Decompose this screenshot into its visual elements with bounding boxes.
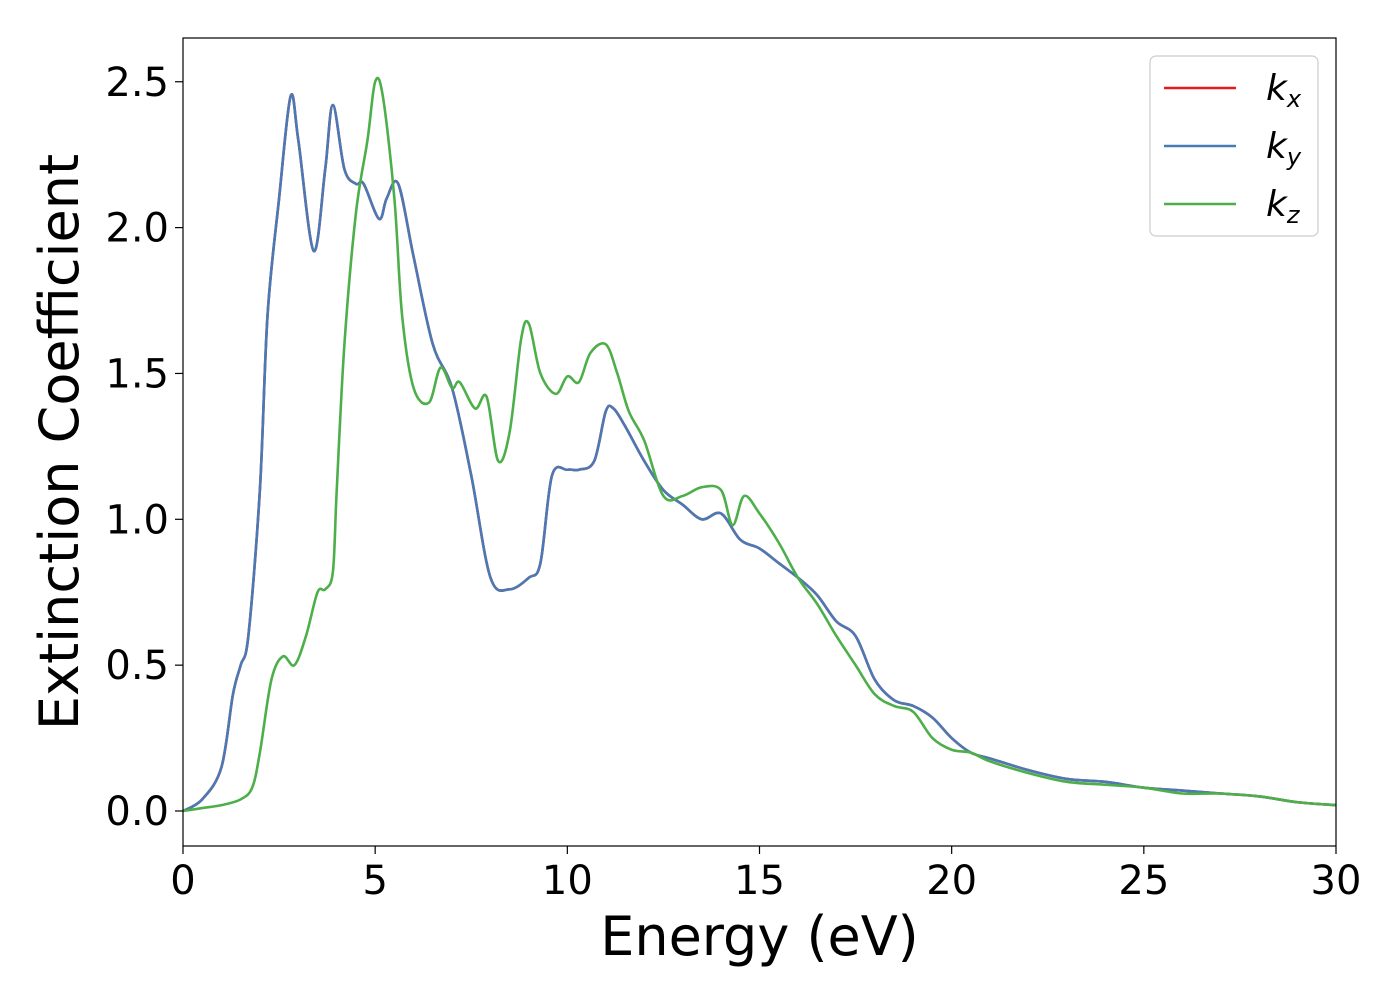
y-axis-title: Extinction Coefficient (28, 154, 91, 730)
legend-label-kx: kx (1266, 68, 1302, 113)
x-tick-label: 30 (1311, 858, 1362, 904)
y-tick-label: 1.0 (105, 497, 169, 543)
y-axis: 0.0 0.5 1.0 1.5 2.0 2.5 (105, 60, 183, 835)
series-line-ky (183, 93, 1336, 813)
legend-label-ky: ky (1266, 126, 1302, 171)
x-axis: 0 5 10 15 20 25 30 (170, 846, 1361, 904)
x-tick-label: 5 (362, 858, 387, 904)
y-tick-label: 0.5 (105, 643, 169, 689)
y-tick-label: 0.0 (105, 789, 169, 835)
x-tick-label: 15 (734, 858, 785, 904)
series-layer (183, 76, 1336, 813)
y-tick-label: 2.5 (105, 60, 169, 106)
x-tick-label: 10 (542, 858, 593, 904)
y-tick-label: 2.0 (105, 206, 169, 252)
x-axis-title: Energy (eV) (600, 905, 919, 968)
legend-label-kz: kz (1266, 184, 1301, 229)
series-line-kz (183, 76, 1336, 813)
x-tick-label: 0 (170, 858, 195, 904)
x-tick-label: 20 (926, 858, 977, 904)
x-tick-label: 25 (1118, 858, 1169, 904)
y-tick-label: 1.5 (105, 351, 169, 397)
legend: kx ky kz (1149, 55, 1319, 237)
